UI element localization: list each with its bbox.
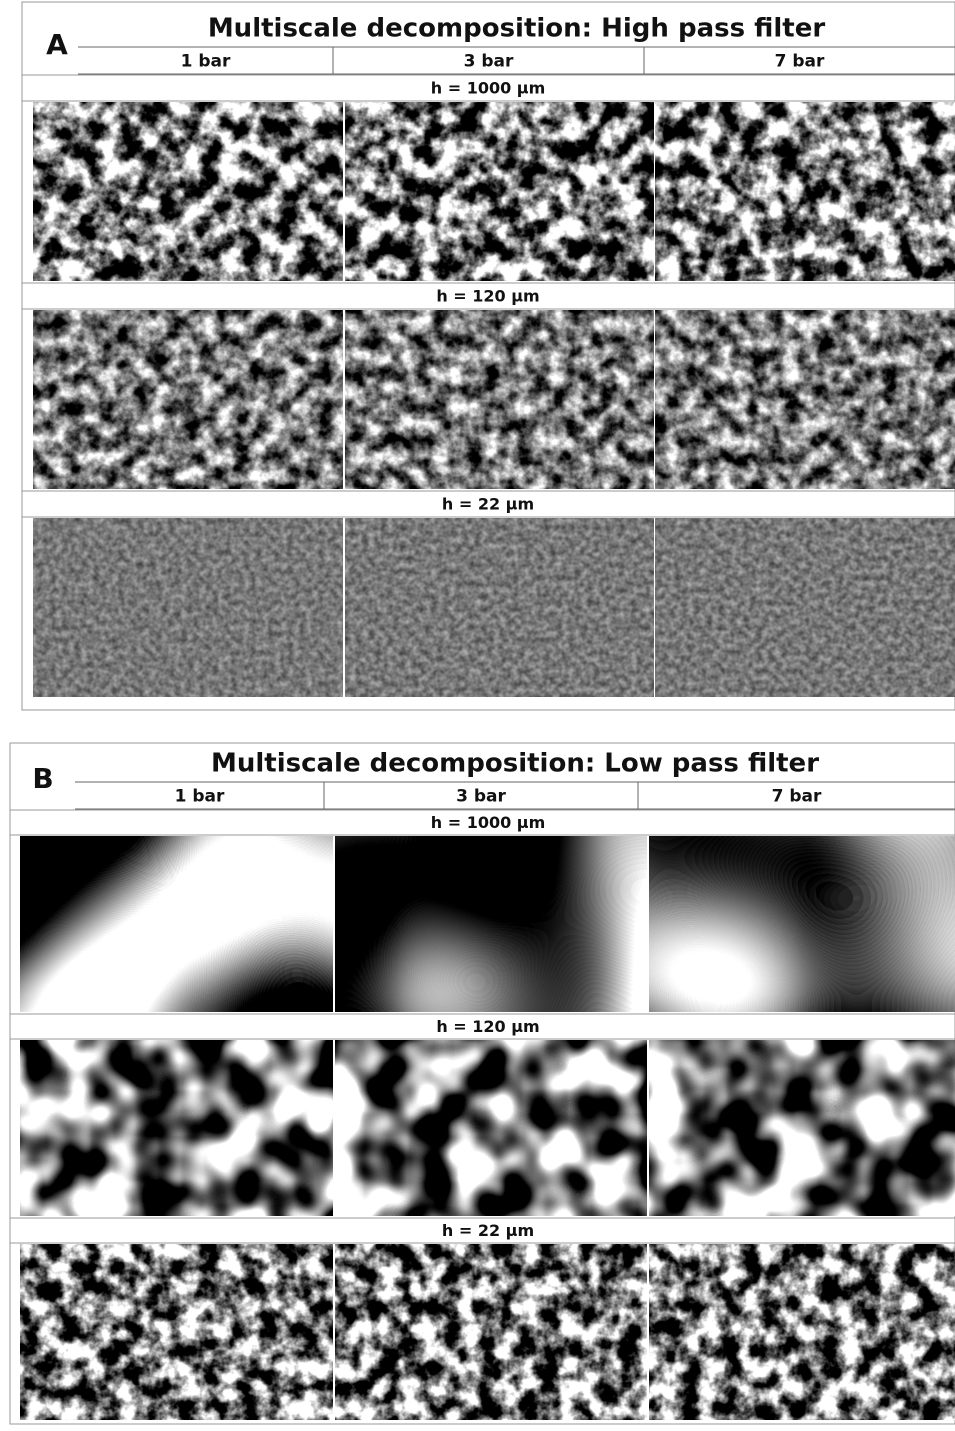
column-header: 7 bar [775, 52, 825, 72]
micrograph [345, 310, 654, 489]
row-label: h = 22 µm [442, 495, 534, 514]
row-band [9, 1013, 955, 1040]
micrograph [33, 102, 343, 281]
column-header: 1 bar [181, 52, 231, 72]
row-label: h = 1000 µm [431, 79, 545, 98]
micrograph [20, 836, 333, 1012]
row-label: h = 120 µm [436, 1017, 539, 1036]
row-label: h = 22 µm [442, 1221, 534, 1240]
micrograph [345, 102, 654, 281]
micrograph [649, 1040, 955, 1216]
column-header: 7 bar [772, 787, 822, 807]
micrograph [335, 836, 647, 1012]
micrograph [655, 518, 955, 697]
column-header: 3 bar [456, 787, 506, 807]
panel-label: B [32, 762, 53, 795]
micrograph [655, 310, 955, 489]
column-header: 3 bar [464, 52, 514, 72]
panel: A Multiscale decomposition: High pass fil… [21, 1, 955, 711]
row-band [9, 1217, 955, 1244]
micrograph [20, 1244, 333, 1420]
panel: B Multiscale decomposition: Low pass filt… [9, 742, 955, 1425]
micrograph [335, 1244, 647, 1420]
micrograph [335, 1040, 647, 1216]
micrograph [33, 310, 343, 489]
panel-title: Multiscale decomposition: High pass filt… [208, 14, 826, 44]
micrograph [20, 1040, 333, 1216]
row-band [9, 809, 955, 836]
micrograph [649, 836, 955, 1012]
micrograph [649, 1244, 955, 1420]
micrograph [345, 518, 654, 697]
row-band [21, 282, 955, 310]
panel-label: A [46, 28, 68, 61]
row-label: h = 120 µm [436, 287, 539, 306]
row-band [21, 74, 955, 102]
micrograph [33, 518, 343, 697]
row-label: h = 1000 µm [431, 813, 545, 832]
row-band [21, 490, 955, 518]
micrograph [655, 102, 955, 281]
column-header: 1 bar [175, 787, 225, 807]
panel-title: Multiscale decomposition: Low pass filte… [211, 749, 819, 779]
